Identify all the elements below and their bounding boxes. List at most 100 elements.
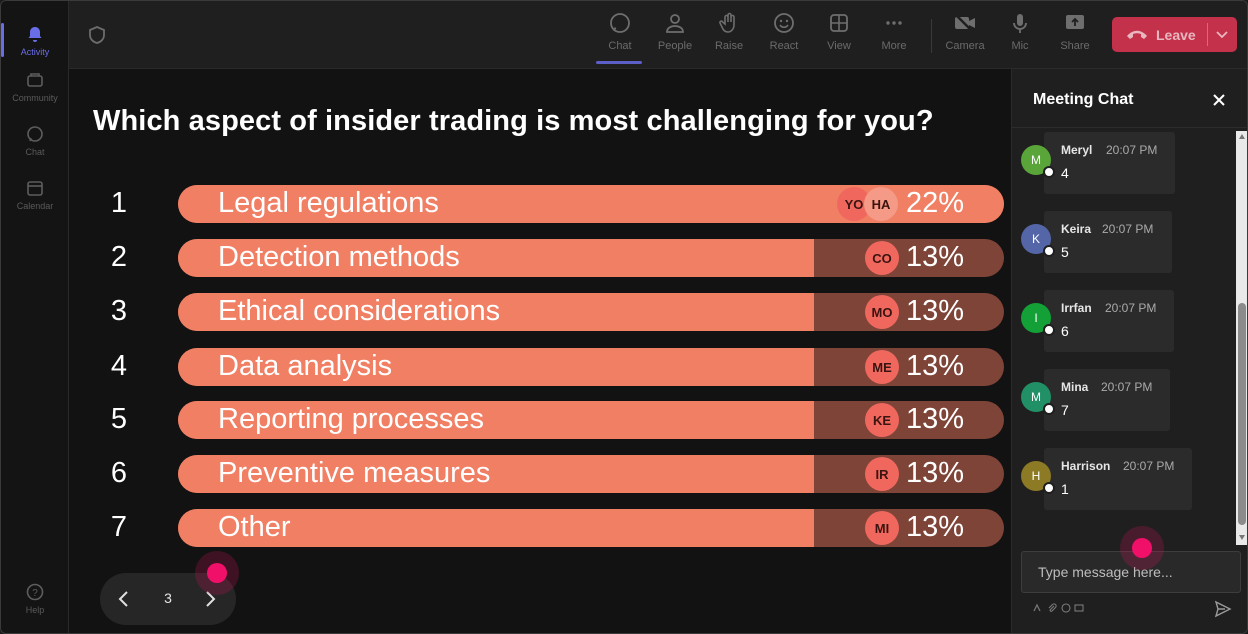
- toolbar-label: View: [827, 40, 851, 52]
- presence-dot: [1043, 324, 1055, 336]
- emoji-icon[interactable]: [1061, 603, 1071, 613]
- rail-item-help[interactable]: ? Help: [1, 573, 69, 623]
- hang-up-icon: [1126, 28, 1148, 42]
- poll-option-number: 4: [110, 350, 128, 382]
- scroll-up-arrow[interactable]: [1239, 134, 1245, 139]
- chat-icon: [25, 124, 45, 144]
- presence-dot: [1043, 166, 1055, 178]
- leave-button[interactable]: Leave: [1112, 17, 1237, 52]
- page-number: 3: [164, 590, 172, 606]
- leave-separator: [1207, 23, 1208, 46]
- toolbar-label: Share: [1060, 40, 1090, 52]
- rail-label: Community: [12, 92, 58, 103]
- shield-icon: [87, 25, 107, 45]
- message-text: 7: [1061, 402, 1069, 418]
- toolbar-raise-button[interactable]: Raise: [703, 11, 755, 63]
- toolbar-view-button[interactable]: View: [813, 11, 865, 63]
- voter-avatar: CO: [865, 241, 899, 275]
- poll-option-row[interactable]: 3 Ethical considerations MO 13%: [69, 293, 1011, 331]
- gif-icon[interactable]: [1074, 603, 1084, 613]
- chat-message-input[interactable]: [1021, 551, 1241, 593]
- voter-avatar: MO: [865, 295, 899, 329]
- send-icon[interactable]: [1214, 600, 1232, 618]
- poll-option-label: Data analysis: [218, 350, 393, 382]
- sender-name: Irrfan: [1061, 301, 1092, 315]
- rail-item-calendar[interactable]: Calendar: [1, 169, 69, 219]
- more-icon: [882, 11, 906, 35]
- poll-option-number: 7: [110, 511, 128, 543]
- poll-stage: Which aspect of insider trading is most …: [69, 69, 1011, 633]
- voter-avatar: HA: [864, 187, 898, 221]
- scroll-thumb[interactable]: [1238, 303, 1246, 525]
- voter-avatar: KE: [865, 403, 899, 437]
- svg-text:?: ?: [32, 588, 38, 599]
- poll-option-row[interactable]: 4 Data analysis ME 13%: [69, 348, 1011, 386]
- rail-label: Help: [25, 604, 45, 615]
- poll-option-fill: [178, 401, 814, 439]
- poll-option-bar[interactable]: Detection methods CO 13%: [178, 239, 1004, 277]
- message-timestamp: 20:07 PM: [1123, 459, 1175, 473]
- attach-icon[interactable]: [1047, 603, 1057, 613]
- toolbar-more-button[interactable]: More: [868, 11, 920, 63]
- poll-option-bar[interactable]: Other MI 13%: [178, 509, 1004, 547]
- poll-option-fill: [178, 348, 814, 386]
- toolbar-label: Camera: [945, 40, 985, 52]
- toolbar-chat-button[interactable]: Chat: [594, 11, 646, 64]
- message-bubble: Meryl 20:07 PM 4: [1044, 132, 1175, 194]
- calendar-icon: [25, 178, 45, 198]
- rail-item-activity[interactable]: Activity: [1, 15, 69, 65]
- poll-option-row[interactable]: 1 Legal regulations YO HA 22%: [69, 185, 1011, 223]
- poll-option-percent: 13%: [905, 241, 964, 273]
- voter-avatar: ME: [865, 350, 899, 384]
- chat-divider: [1012, 127, 1247, 128]
- toolbar-people-button[interactable]: People: [649, 11, 701, 63]
- rail-label: Chat: [25, 146, 45, 157]
- poll-option-row[interactable]: 7 Other MI 13%: [69, 509, 1011, 547]
- rail-label: Activity: [20, 46, 50, 57]
- rail-item-chat[interactable]: Chat: [1, 115, 69, 165]
- poll-option-label: Other: [218, 511, 291, 543]
- poll-option-number: 6: [110, 457, 128, 489]
- rail-item-community[interactable]: Community: [1, 61, 69, 111]
- share-icon: [1063, 11, 1087, 35]
- toolbar-camera-button[interactable]: Camera: [939, 11, 991, 63]
- poll-option-bar[interactable]: Legal regulations YO HA 22%: [178, 185, 1004, 223]
- leave-label: Leave: [1156, 26, 1196, 43]
- poll-option-row[interactable]: 5 Reporting processes KE 13%: [69, 401, 1011, 439]
- message-timestamp: 20:07 PM: [1105, 301, 1157, 315]
- poll-option-row[interactable]: 2 Detection methods CO 13%: [69, 239, 1011, 277]
- chat-message: Keira 20:07 PM 5 K: [1012, 211, 1247, 275]
- presence-dot: [1043, 245, 1055, 257]
- toolbar-react-button[interactable]: React: [758, 11, 810, 63]
- community-icon: [25, 70, 45, 90]
- raise-hand-icon: [717, 11, 741, 35]
- poll-option-bar[interactable]: Reporting processes KE 13%: [178, 401, 1004, 439]
- toolbar-label: People: [657, 40, 693, 52]
- chevron-down-icon[interactable]: [1215, 27, 1229, 41]
- toolbar-share-button[interactable]: Share: [1049, 11, 1101, 63]
- poll-option-bar[interactable]: Data analysis ME 13%: [178, 348, 1004, 386]
- poll-option-number: 5: [110, 403, 128, 435]
- poll-option-row[interactable]: 6 Preventive measures IR 13%: [69, 455, 1011, 493]
- chat-scrollbar[interactable]: [1236, 131, 1247, 545]
- format-icon[interactable]: [1032, 603, 1042, 613]
- left-rail: Activity Community Chat Calendar ? Help: [1, 1, 69, 633]
- help-icon: ?: [25, 582, 45, 602]
- poll-option-bar[interactable]: Preventive measures IR 13%: [178, 455, 1004, 493]
- presence-dot: [1043, 403, 1055, 415]
- close-icon[interactable]: [1210, 91, 1228, 109]
- toolbar-label: More: [881, 40, 907, 52]
- poll-option-bar[interactable]: Ethical considerations MO 13%: [178, 293, 1004, 331]
- message-bubble: Keira 20:07 PM 5: [1044, 211, 1172, 273]
- toolbar-mic-button[interactable]: Mic: [994, 11, 1046, 63]
- poll-option-fill: [178, 509, 814, 547]
- message-text: 1: [1061, 481, 1069, 497]
- meeting-toolbar: Chat People Raise React View: [69, 1, 1247, 69]
- scroll-down-arrow[interactable]: [1239, 535, 1245, 540]
- message-timestamp: 20:07 PM: [1106, 143, 1158, 157]
- chevron-left-icon[interactable]: [114, 589, 134, 609]
- poll-option-percent: 13%: [905, 511, 964, 543]
- chat-message: Irrfan 20:07 PM 6 I: [1012, 290, 1247, 354]
- poll-option-percent: 13%: [905, 403, 964, 435]
- chevron-right-icon[interactable]: [200, 589, 220, 609]
